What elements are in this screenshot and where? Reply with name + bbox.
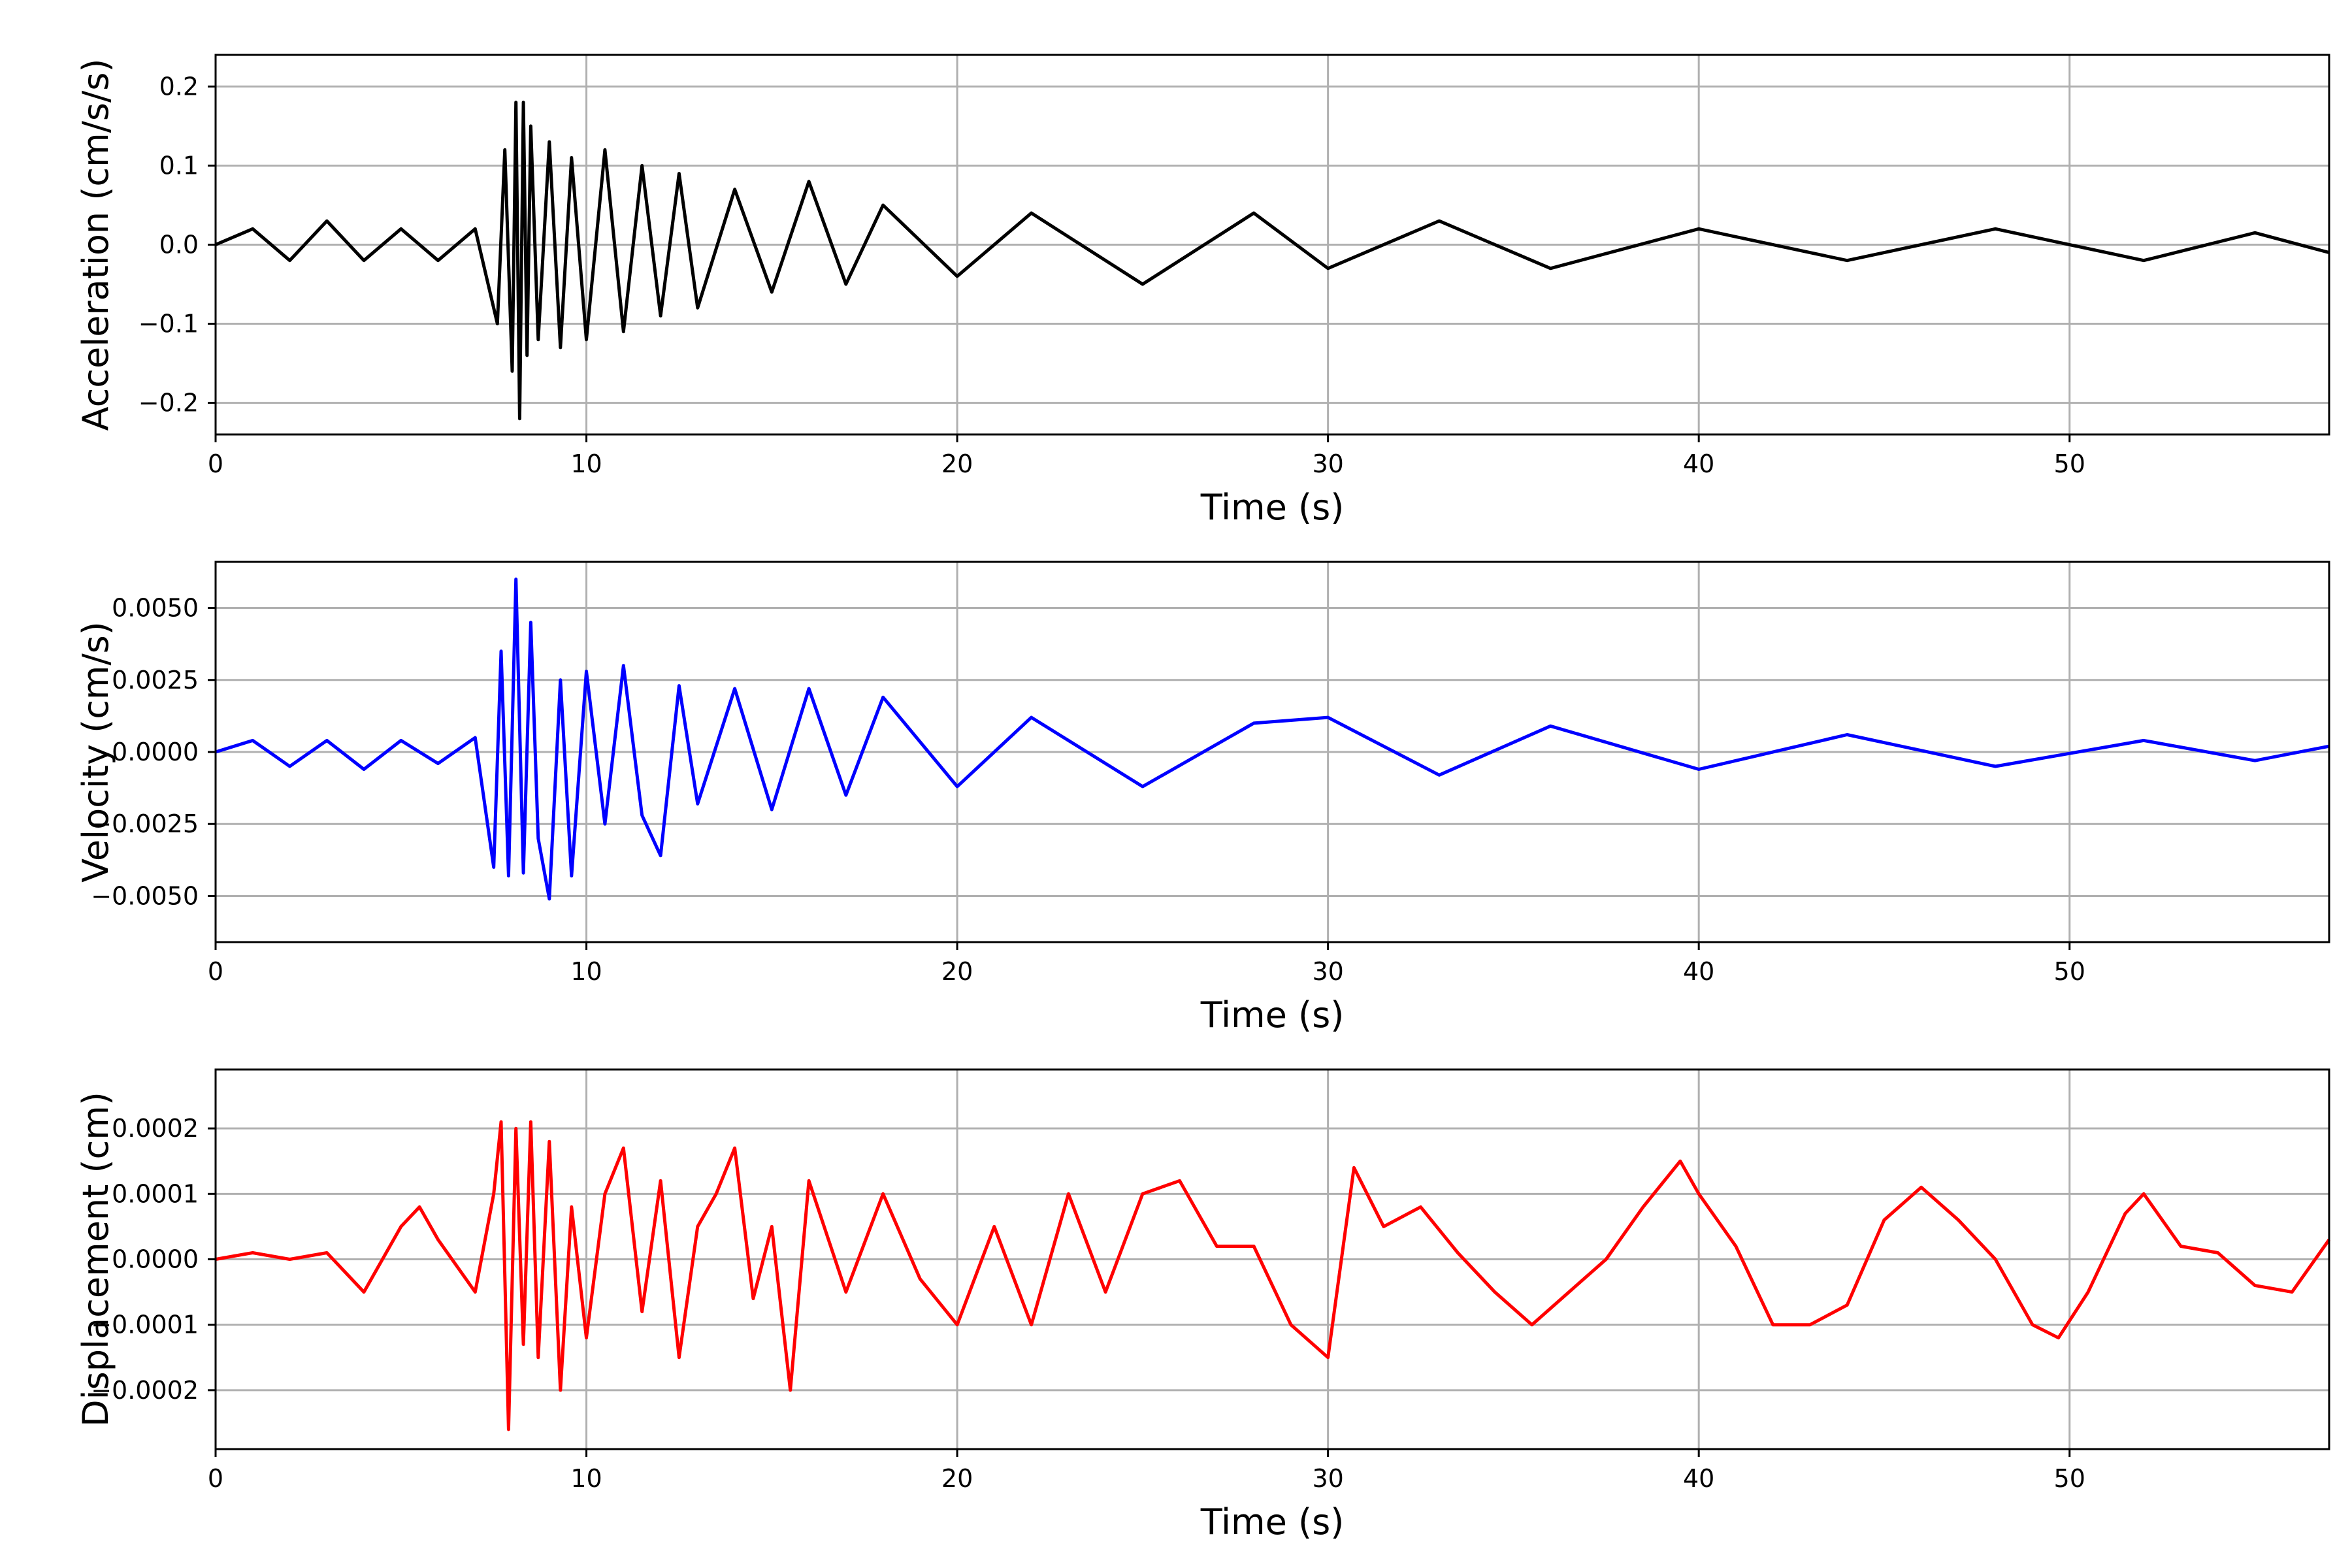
series-line	[215, 1120, 2331, 1431]
x-tick-label: 50	[2054, 449, 2085, 478]
y-tick-label: −0.0001	[91, 1311, 199, 1339]
y-tick-label: −0.0025	[91, 809, 199, 838]
x-tick-label: 30	[1312, 1464, 1343, 1493]
y-axis-label: Displacement (cm)	[75, 1092, 116, 1427]
x-tick-label: 50	[2054, 957, 2085, 986]
x-tick-label: 20	[941, 449, 973, 478]
x-tick-label: 40	[1683, 957, 1714, 986]
y-tick-label: −0.0002	[91, 1376, 199, 1405]
x-tick-label: 10	[570, 449, 602, 478]
axes-frame	[214, 54, 2330, 436]
y-tick-label: 0.0000	[112, 1245, 199, 1274]
acceleration-panel: 0 10 20 30 40 50 −0.2 −0.1 0.0 0.1 0.2 Time (s) Ac…	[75, 54, 2330, 528]
y-axis-label: Velocity (cm/s)	[75, 621, 116, 883]
x-tick-label: 50	[2054, 1464, 2085, 1493]
y-tick-label: −0.2	[139, 389, 199, 417]
x-tick-label: 40	[1683, 449, 1714, 478]
grid	[214, 562, 2329, 942]
x-tick-label: 0	[208, 1464, 223, 1493]
x-tick-label: 20	[941, 1464, 973, 1493]
x-axis-label: Time (s)	[1200, 1501, 1345, 1543]
series-line	[215, 578, 2330, 901]
y-tick-label: 0.1	[159, 151, 199, 180]
y-tick-label: 0.0001	[112, 1179, 199, 1208]
axes-frame	[214, 561, 2330, 943]
x-tick-label: 0	[208, 449, 223, 478]
x-axis-label: Time (s)	[1200, 487, 1345, 528]
x-tick-label: 10	[570, 1464, 602, 1493]
y-tick-label: 0.0002	[112, 1114, 199, 1143]
axes-frame	[214, 1068, 2330, 1450]
x-tick-label: 40	[1683, 1464, 1714, 1493]
x-axis-label: Time (s)	[1200, 994, 1345, 1036]
y-tick-label: 0.0025	[112, 666, 199, 694]
y-tick-label: −0.0050	[91, 881, 199, 910]
grid	[214, 55, 2329, 434]
series-line	[215, 101, 2330, 421]
y-tick-label: −0.1	[139, 310, 199, 338]
y-tick-label: 0.0000	[112, 738, 199, 766]
y-tick-label: 0.0	[159, 231, 199, 259]
x-tick-label: 30	[1312, 957, 1343, 986]
y-tick-label: 0.2	[159, 72, 199, 101]
y-tick-label: 0.0050	[112, 594, 199, 623]
x-tick-label: 10	[570, 957, 602, 986]
x-tick-label: 0	[208, 957, 223, 986]
y-axis-label: Acceleration (cm/s/s)	[75, 59, 116, 431]
displacement-panel: 0 10 20 30 40 50 −0.0002 −0.0001 0.0000 0.0001 0.0…	[75, 1068, 2331, 1543]
velocity-panel: 0 10 20 30 40 50 −0.0050 −0.0025 0.0000 0.0025 0.0…	[75, 561, 2330, 1036]
x-tick-label: 30	[1312, 449, 1343, 478]
grid	[214, 1070, 2329, 1449]
x-tick-label: 20	[941, 957, 973, 986]
